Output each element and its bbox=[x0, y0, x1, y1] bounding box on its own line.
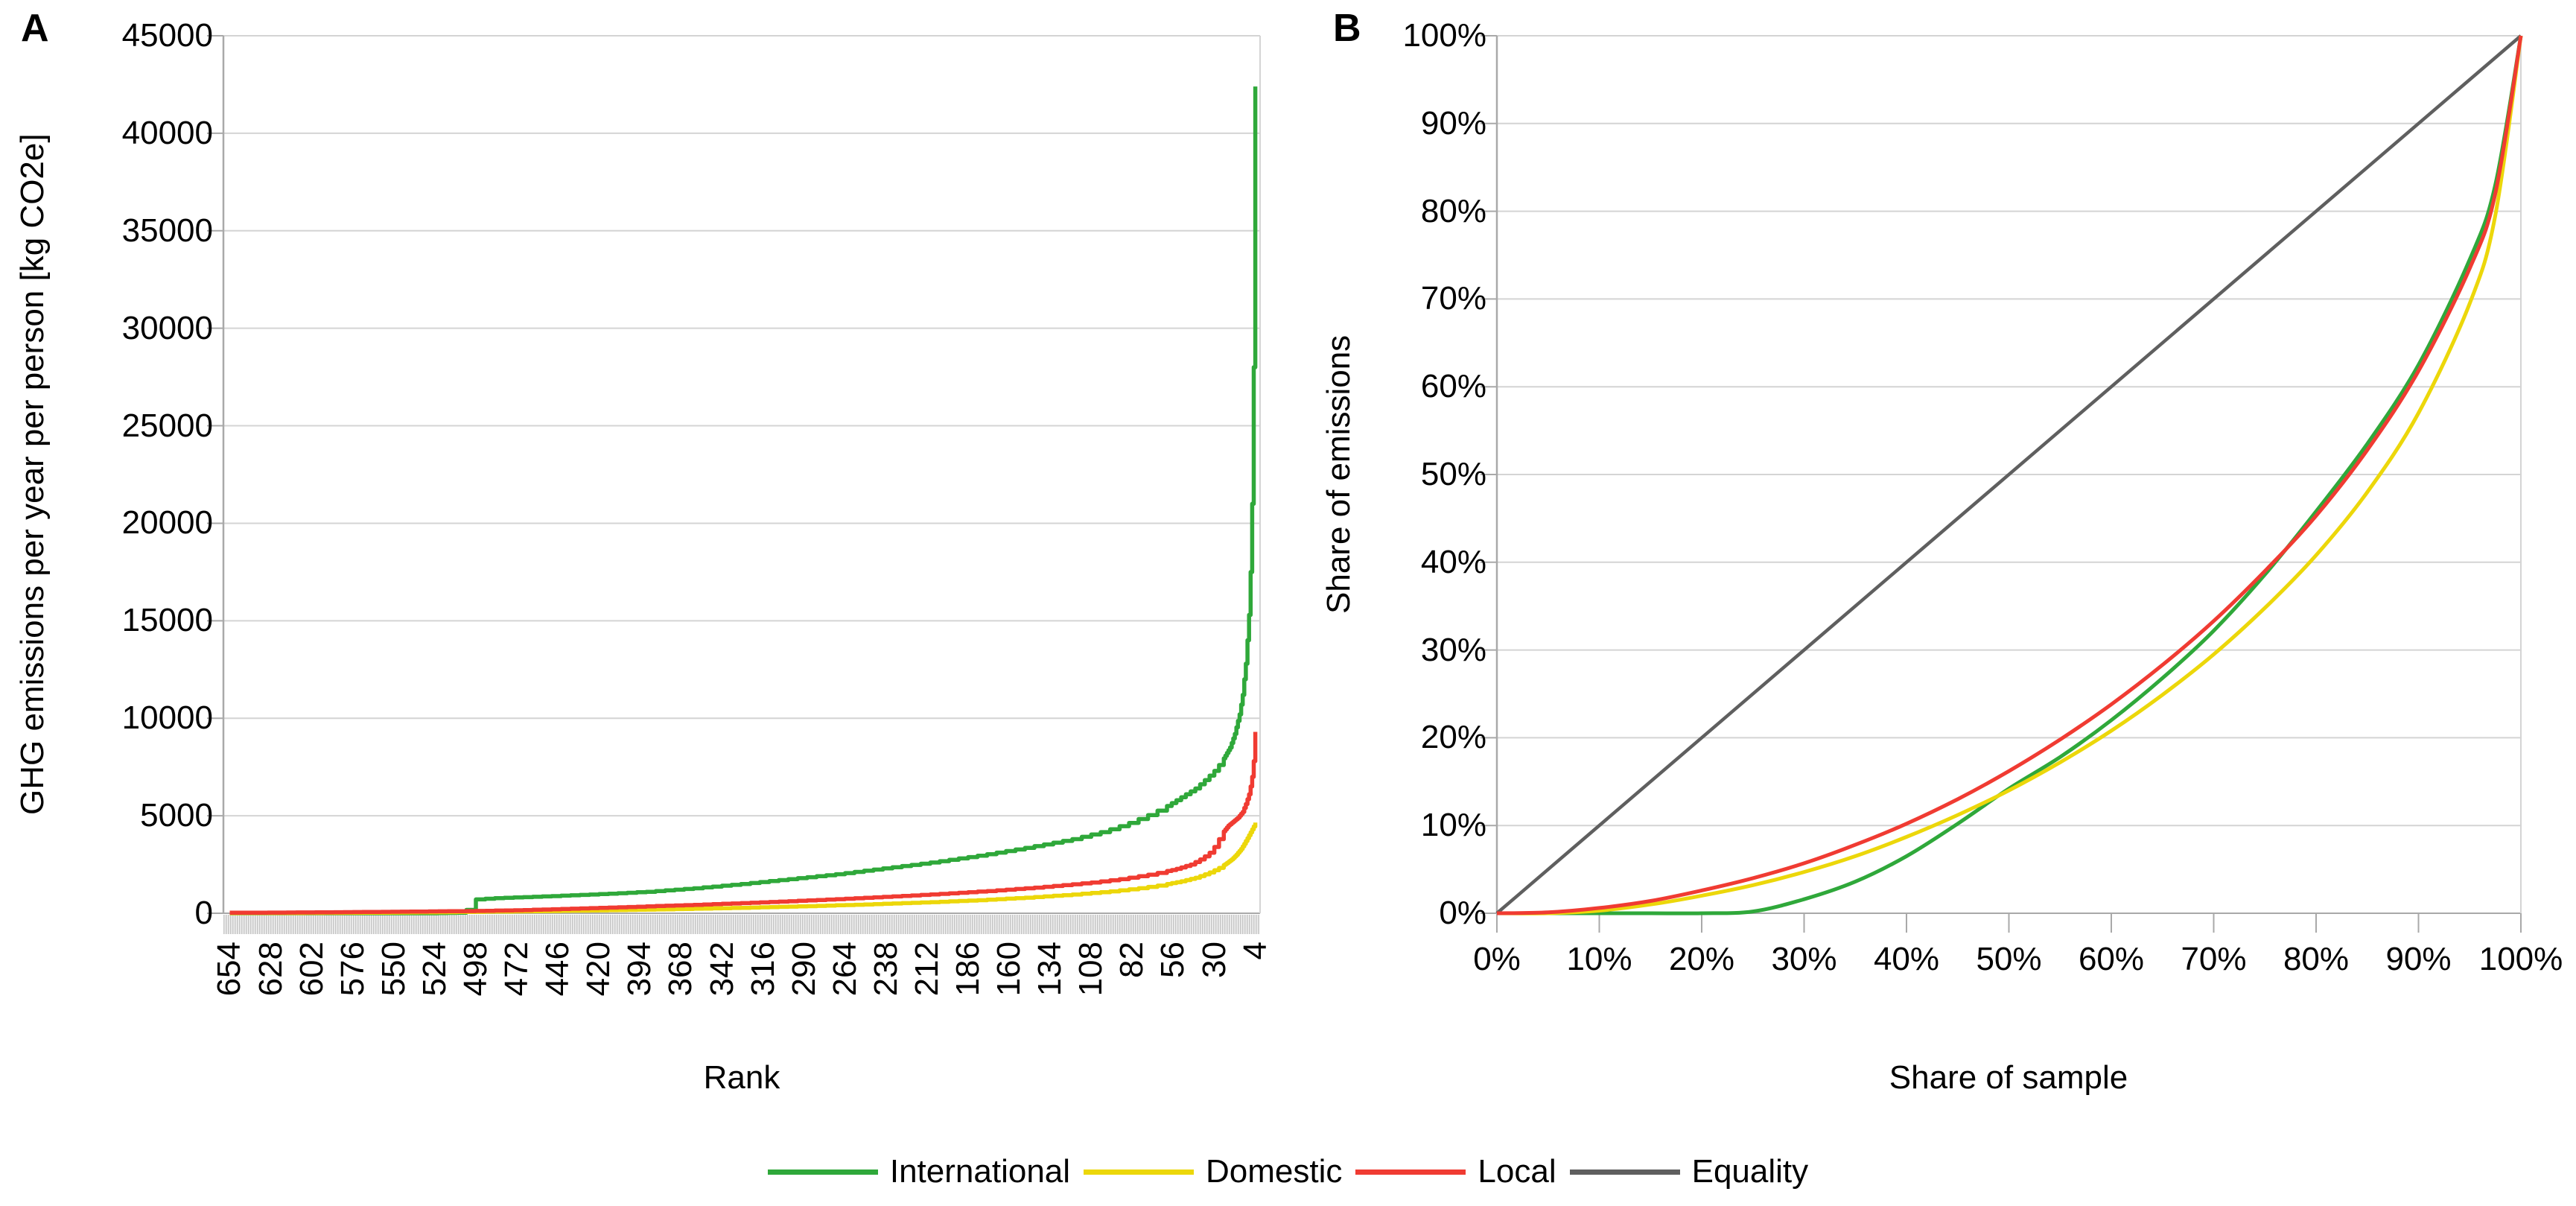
y-tick-label: 25000 bbox=[121, 407, 213, 444]
x-tick-label: 134 bbox=[1031, 942, 1069, 997]
y-tick-label: 60% bbox=[1420, 368, 1486, 405]
x-tick-label: 80% bbox=[2283, 941, 2350, 977]
x-tick-label: 238 bbox=[867, 942, 904, 997]
y-tick-label: 30000 bbox=[121, 309, 213, 346]
y-tick-label: 80% bbox=[1420, 192, 1486, 229]
panel-b-y-axis-title: Share of emissions bbox=[1320, 334, 1357, 615]
x-tick-label: 602 bbox=[293, 942, 330, 997]
y-tick-label: 0 bbox=[194, 895, 213, 931]
y-tick-label: 45000 bbox=[121, 17, 213, 54]
x-tick-label: 0% bbox=[1473, 941, 1521, 977]
y-tick-label: 0% bbox=[1439, 895, 1486, 931]
x-tick-label: 654 bbox=[211, 942, 248, 997]
x-tick-label: 342 bbox=[703, 942, 740, 997]
panel-b-letter: B bbox=[1333, 7, 1361, 50]
x-tick-label: 30% bbox=[1771, 941, 1837, 977]
x-tick-label: 90% bbox=[2385, 941, 2452, 977]
x-tick-label: 628 bbox=[252, 942, 289, 997]
y-tick-label: 10000 bbox=[121, 699, 213, 737]
y-tick-label: 20% bbox=[1420, 719, 1486, 756]
x-tick-label: 70% bbox=[2181, 941, 2247, 977]
legend-item-international: International bbox=[767, 1153, 1071, 1190]
legend-item-domestic: Domestic bbox=[1084, 1153, 1342, 1190]
legend-item-equality: Equality bbox=[1569, 1153, 1809, 1190]
x-tick-label: 160 bbox=[990, 942, 1028, 997]
y-tick-label: 70% bbox=[1420, 280, 1486, 317]
x-tick-label: 472 bbox=[498, 942, 535, 997]
y-tick-label: 30% bbox=[1420, 631, 1486, 668]
x-tick-label: 420 bbox=[580, 942, 617, 997]
y-tick-label: 100% bbox=[1402, 17, 1486, 54]
series-line-domestic bbox=[1496, 35, 2523, 915]
x-tick-label: 394 bbox=[621, 942, 658, 997]
x-tick-label: 186 bbox=[950, 942, 987, 997]
legend-line-icon bbox=[767, 1169, 878, 1175]
y-tick-label: 50% bbox=[1420, 456, 1486, 492]
x-tick-label: 108 bbox=[1072, 942, 1110, 997]
panel-a-x-axis-title: Rank bbox=[703, 1059, 780, 1096]
x-tick-label: 60% bbox=[2078, 941, 2145, 977]
legend-label: Domestic bbox=[1206, 1153, 1343, 1190]
rank-tick-band bbox=[223, 915, 1260, 934]
x-tick-label: 10% bbox=[1566, 941, 1632, 977]
legend-label: International bbox=[889, 1153, 1071, 1190]
chart-legend: International Domestic Local Equality bbox=[0, 1153, 2576, 1190]
legend-label: Equality bbox=[1691, 1153, 1809, 1190]
legend-line-icon bbox=[1355, 1169, 1466, 1175]
x-tick-label: 368 bbox=[662, 942, 699, 997]
x-tick-label: 20% bbox=[1668, 941, 1735, 977]
series-line-equality bbox=[1495, 34, 2522, 915]
plot-area bbox=[1481, 34, 2523, 933]
legend-line-icon bbox=[1084, 1169, 1195, 1175]
x-tick-label: 4 bbox=[1236, 942, 1273, 960]
panel-a-letter: A bbox=[21, 7, 49, 50]
series-line-international bbox=[1497, 35, 2523, 915]
x-tick-label: 100% bbox=[2478, 941, 2563, 977]
x-tick-label: 264 bbox=[826, 942, 863, 997]
plot-area bbox=[207, 35, 1261, 934]
panel-b-x-axis-title: Share of sample bbox=[1889, 1059, 2128, 1096]
x-tick-label: 446 bbox=[539, 942, 576, 997]
legend-label: Local bbox=[1478, 1153, 1556, 1190]
y-tick-label: 40000 bbox=[121, 114, 213, 151]
y-tick-label: 15000 bbox=[121, 602, 213, 639]
y-tick-label: 20000 bbox=[121, 504, 213, 542]
x-tick-label: 50% bbox=[1976, 941, 2042, 977]
series-line-local bbox=[1496, 35, 2523, 915]
x-tick-label: 498 bbox=[457, 942, 494, 997]
y-tick-label: 5000 bbox=[140, 797, 213, 834]
x-tick-label: 40% bbox=[1873, 941, 1940, 977]
x-tick-label: 576 bbox=[334, 942, 371, 997]
y-tick-label: 10% bbox=[1420, 807, 1486, 844]
x-tick-label: 30 bbox=[1195, 942, 1233, 978]
x-tick-label: 316 bbox=[744, 942, 781, 997]
x-tick-label: 82 bbox=[1113, 942, 1151, 978]
legend-item-local: Local bbox=[1355, 1153, 1556, 1190]
panel-a-y-axis-title: GHG emissions per year per person [kg CO… bbox=[14, 133, 51, 816]
x-tick-label: 524 bbox=[416, 942, 453, 997]
legend-line-icon bbox=[1569, 1169, 1680, 1175]
x-tick-label: 550 bbox=[375, 942, 412, 997]
x-tick-label: 212 bbox=[908, 942, 945, 997]
y-tick-label: 40% bbox=[1420, 543, 1486, 580]
series-line-international bbox=[229, 86, 1258, 915]
x-tick-label: 56 bbox=[1154, 942, 1192, 978]
series-line-local bbox=[229, 731, 1258, 915]
y-tick-label: 35000 bbox=[121, 212, 213, 249]
y-tick-label: 90% bbox=[1420, 104, 1486, 142]
x-tick-label: 290 bbox=[785, 942, 822, 997]
